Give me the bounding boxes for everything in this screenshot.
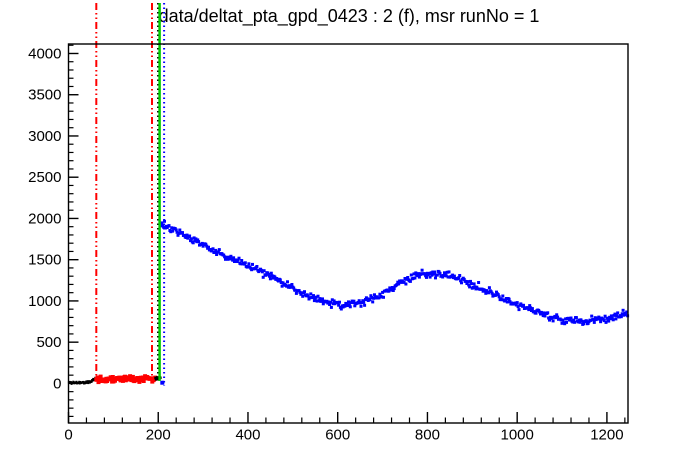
y-tick-label-0: 0	[53, 375, 61, 392]
x-tick-label-400: 400	[235, 427, 260, 444]
y-tick-label-500: 500	[36, 334, 61, 351]
x-tick-label-600: 600	[325, 427, 350, 444]
plot-frame	[67, 43, 629, 424]
x-tick-label-800: 800	[415, 427, 440, 444]
x-axis: 0 200 400 600 800 1000 1200	[64, 412, 626, 444]
y-tick-label-2000: 2000	[28, 210, 61, 227]
x-tick-label-1000: 1000	[500, 427, 533, 444]
x-tick-label-200: 200	[146, 427, 171, 444]
y-tick-label-3000: 3000	[28, 128, 61, 145]
y-tick-label-4000: 4000	[28, 45, 61, 62]
series-background-window-data	[94, 374, 158, 385]
x-tick-label-0: 0	[64, 427, 72, 444]
series-muon-decay-histogram	[159, 219, 630, 326]
y-tick-label-2500: 2500	[28, 169, 61, 186]
y-axis: 0 500 1000 1500 2000 2500 3000 3500 4000	[28, 44, 79, 418]
y-tick-label-1500: 1500	[28, 252, 61, 269]
t0-bin-point	[160, 380, 165, 385]
plot-title: data/deltat_pta_gpd_0423 : 2 (f), msr ru…	[158, 6, 540, 26]
y-tick-label-1000: 1000	[28, 293, 61, 310]
y-tick-label-3500: 3500	[28, 87, 61, 104]
x-tick-label-1200: 1200	[590, 427, 623, 444]
